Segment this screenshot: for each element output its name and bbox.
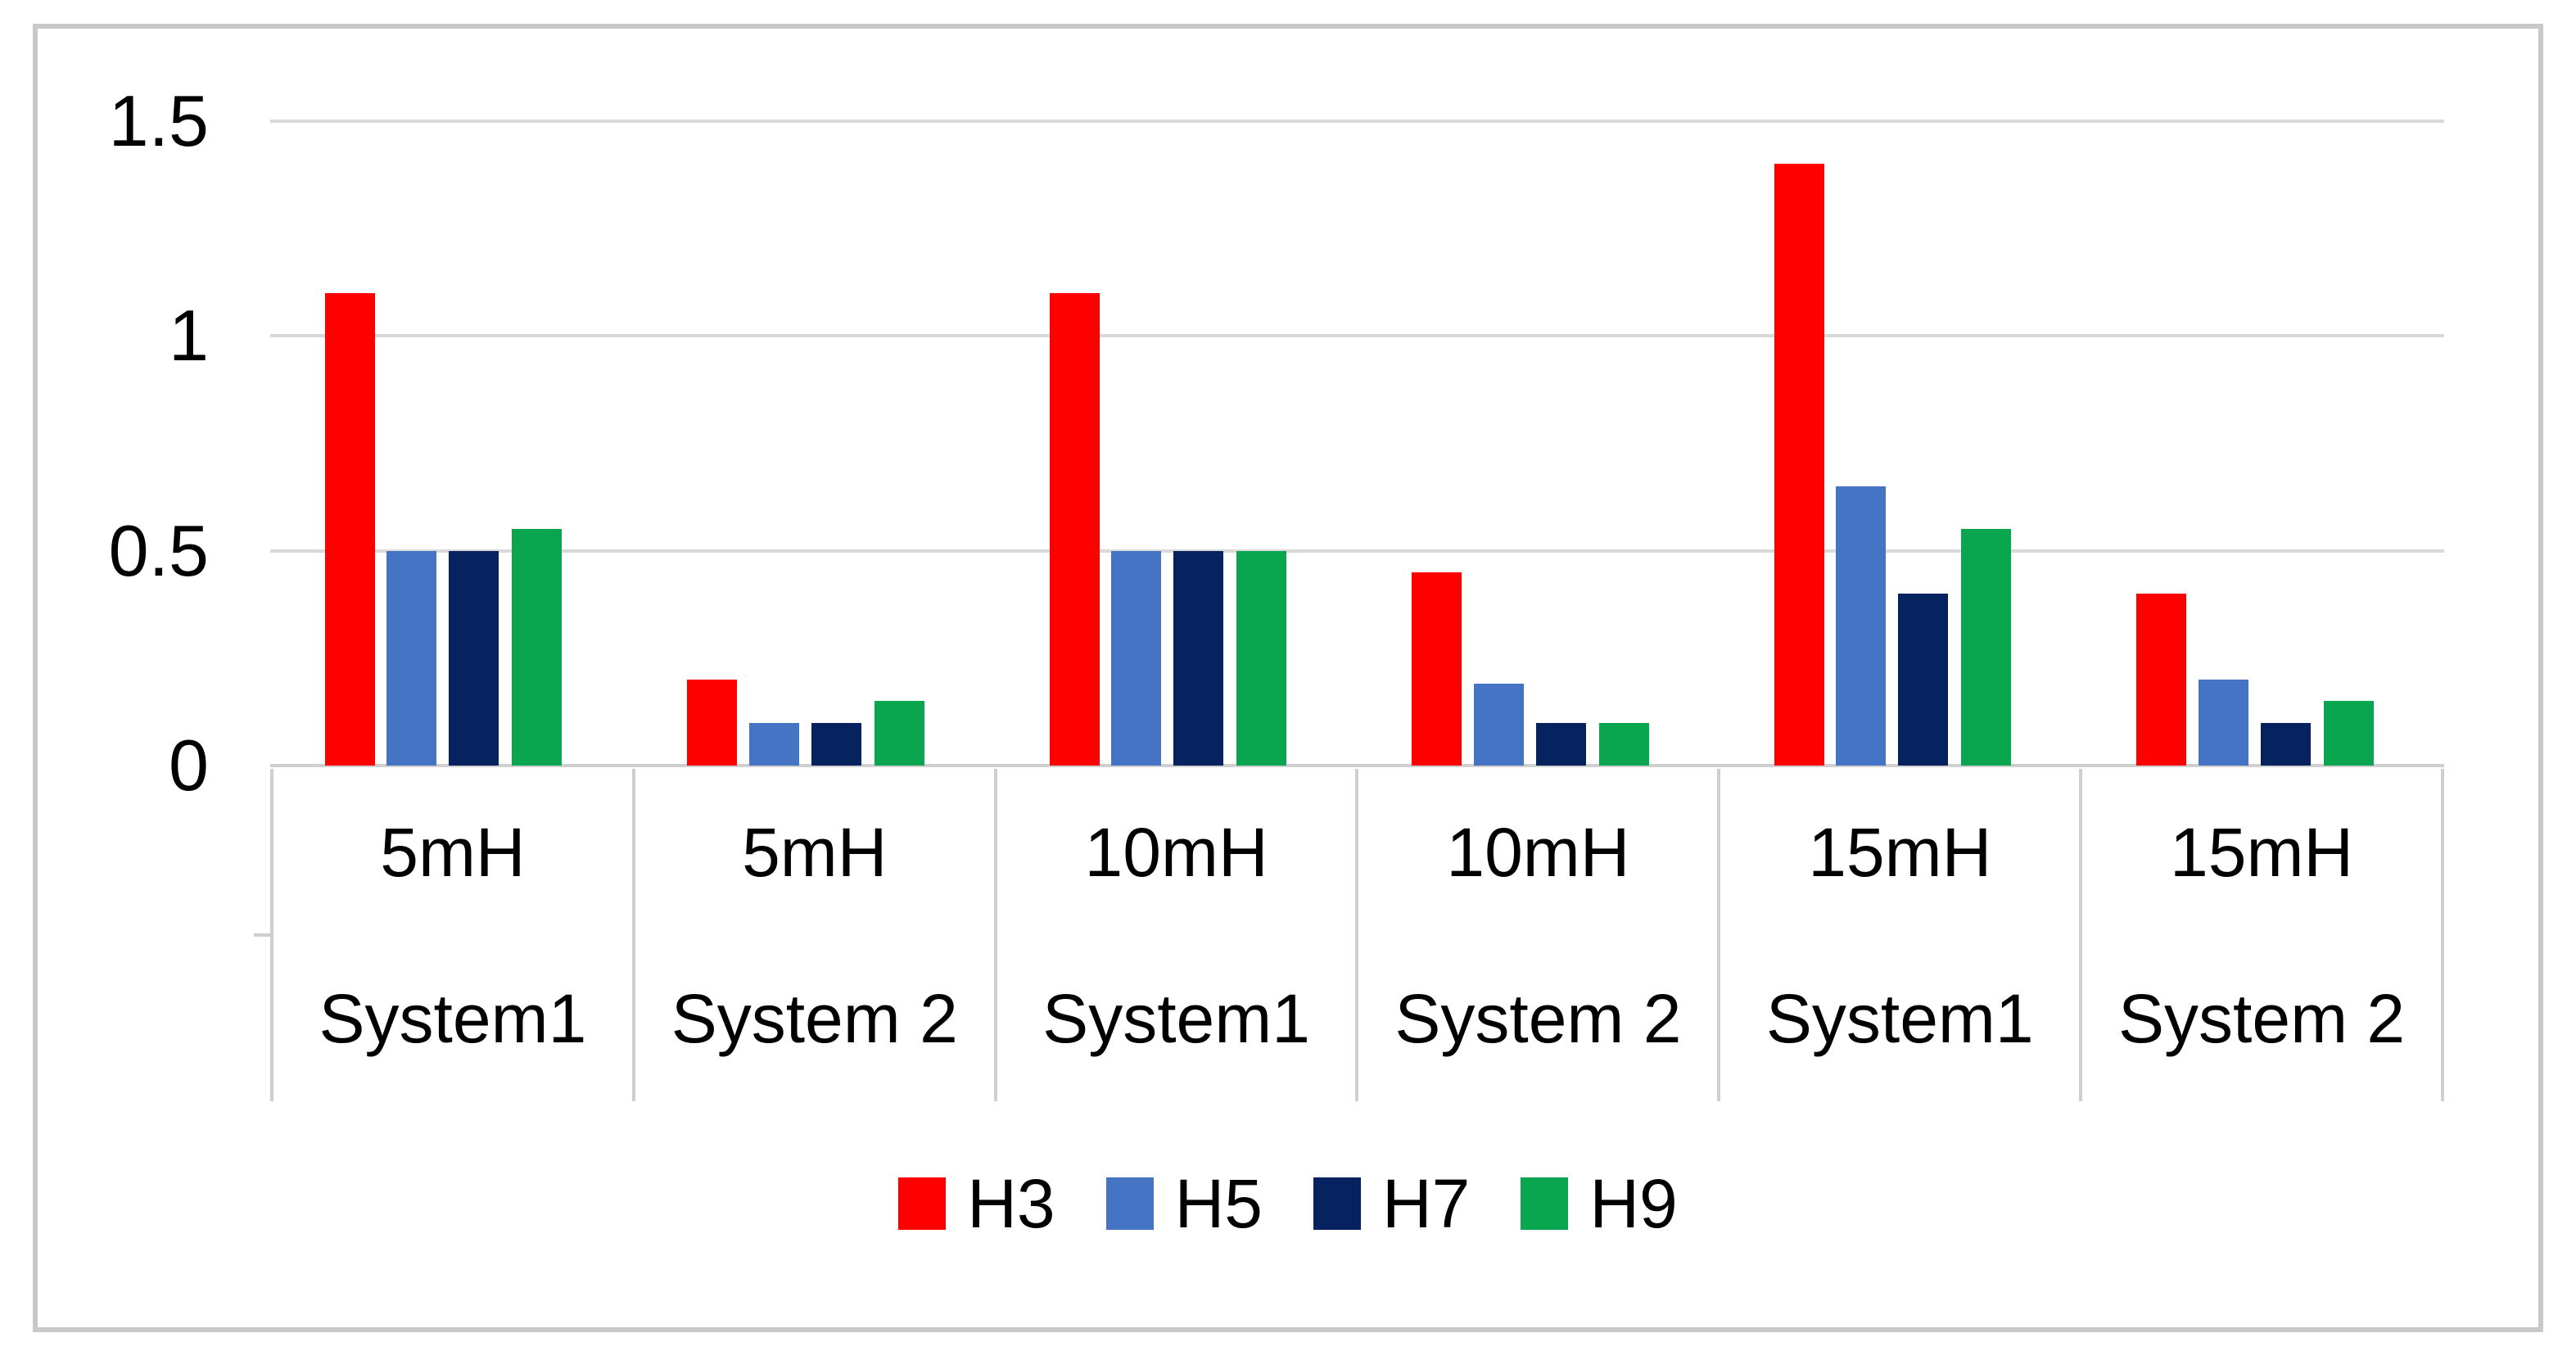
category-label-line1-group5: 15mH	[1808, 813, 1992, 891]
category-label-line2-group3: System1	[1042, 979, 1310, 1057]
bar-h7-group5	[1898, 594, 1949, 766]
legend-swatch-h9	[1521, 1177, 1569, 1230]
y-axis-tick-label: 0	[169, 725, 209, 806]
legend-swatch-h3	[898, 1177, 947, 1230]
bar-h9-group4	[1598, 722, 1649, 766]
category-axis-level-tick	[254, 933, 273, 937]
legend-item-h9: H9	[1521, 1165, 1678, 1242]
bar-h3-group4	[1412, 572, 1462, 766]
legend-swatch-h5	[1105, 1177, 1154, 1230]
category-label-line1-group2: 5mH	[742, 813, 888, 891]
bar-h7-group1	[449, 550, 499, 766]
bar-group-5	[1720, 121, 2082, 766]
bar-group-1	[270, 121, 633, 766]
category-label-line1-group6: 15mH	[2170, 813, 2354, 891]
bar-h5-group6	[2198, 680, 2248, 766]
bars-plot-area	[270, 121, 2444, 766]
chart-legend: H3 H5 H7 H9	[38, 1163, 2538, 1245]
bar-group-3	[995, 121, 1358, 766]
bar-group-2	[633, 121, 996, 766]
category-label-line1-group1: 5mH	[380, 813, 526, 891]
category-label-cell-5: 15mH System1	[1720, 769, 2083, 1101]
category-label-line1-group3: 10mH	[1084, 813, 1268, 891]
gridline-1-5	[270, 120, 2444, 123]
category-label-line2-group4: System 2	[1394, 979, 1682, 1057]
legend-label-h3: H3	[967, 1165, 1055, 1242]
legend-swatch-h7	[1313, 1177, 1361, 1230]
gridline-0-5	[270, 549, 2444, 553]
category-label-cell-6: 15mH System 2	[2082, 769, 2441, 1101]
legend-item-h5: H5	[1105, 1165, 1263, 1242]
bar-h5-group1	[386, 550, 437, 766]
bar-h7-group2	[811, 722, 861, 766]
legend-item-h3: H3	[898, 1169, 1055, 1238]
bar-h3-group2	[687, 680, 738, 766]
category-label-line2-group1: System1	[319, 979, 587, 1057]
category-label-cell-4: 10mH System 2	[1358, 769, 1721, 1101]
bar-h5-group4	[1473, 684, 1524, 766]
bar-h7-group3	[1173, 550, 1224, 766]
y-axis-tick-label: 1.5	[108, 80, 209, 161]
x-axis-baseline	[270, 764, 2444, 767]
bar-group-6	[2082, 121, 2445, 766]
bar-h3-group3	[1049, 292, 1100, 766]
category-label-line1-group4: 10mH	[1446, 813, 1630, 891]
bar-h5-group3	[1111, 550, 1162, 766]
y-axis-tick-label: 1	[169, 295, 209, 377]
category-label-line2-group6: System 2	[2118, 979, 2406, 1057]
bar-h5-group2	[748, 722, 799, 766]
bar-h3-group6	[2136, 594, 2187, 766]
category-label-cell-2: 5mH System 2	[635, 769, 997, 1101]
category-label-line2-group5: System1	[1765, 979, 2034, 1057]
bar-h9-group5	[1961, 529, 2012, 766]
bar-h9-group6	[2323, 701, 2374, 766]
y-axis-tick-label: 0.5	[108, 509, 209, 591]
bar-h9-group3	[1236, 550, 1287, 766]
bar-group-4	[1358, 121, 1720, 766]
bar-h3-group1	[324, 292, 375, 766]
legend-label-h5: H5	[1174, 1165, 1263, 1242]
bar-h9-group1	[512, 529, 563, 766]
bar-h7-group4	[1535, 722, 1586, 766]
category-label-cell-3: 10mH System1	[997, 769, 1359, 1101]
bar-h3-group5	[1774, 164, 1824, 766]
bar-h5-group5	[1836, 486, 1887, 766]
category-label-cell-1: 5mH System1	[273, 769, 635, 1101]
category-axis-label-band: 5mH System1 5mH System 2 10mH System1 10mH Syst…	[270, 769, 2444, 1101]
category-label-line2-group2: System 2	[671, 979, 958, 1057]
bar-h7-group6	[2260, 722, 2311, 766]
gridline-1	[270, 334, 2444, 338]
legend-label-h9: H9	[1589, 1165, 1678, 1242]
legend-label-h7: H7	[1382, 1165, 1471, 1242]
legend-item-h7: H7	[1313, 1169, 1470, 1238]
bar-h9-group2	[874, 701, 924, 766]
